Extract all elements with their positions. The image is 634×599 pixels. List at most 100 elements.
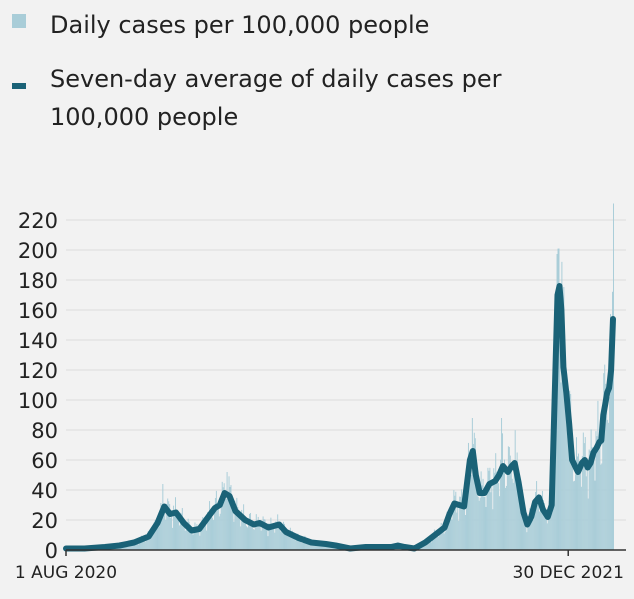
daily-case-bar <box>484 496 486 550</box>
daily-case-bar <box>605 383 607 550</box>
daily-case-bar <box>517 486 519 550</box>
daily-case-bar <box>607 419 609 550</box>
daily-case-bar <box>158 526 160 550</box>
daily-case-bar <box>582 432 584 550</box>
daily-case-bar <box>502 433 504 550</box>
daily-case-bar <box>255 514 257 550</box>
daily-case-bar <box>240 526 242 550</box>
daily-case-bar <box>148 537 150 550</box>
daily-case-bar <box>514 430 516 550</box>
daily-case-bar <box>431 534 433 550</box>
daily-case-bar <box>516 452 518 550</box>
daily-case-bar <box>281 531 283 550</box>
daily-case-bar <box>533 519 535 550</box>
daily-case-bar <box>490 492 492 550</box>
daily-case-bar <box>193 530 195 550</box>
daily-case-bar <box>588 449 590 550</box>
daily-case-bar <box>596 436 598 550</box>
daily-case-bar <box>531 515 533 550</box>
y-tick-label: 100 <box>18 389 58 413</box>
daily-case-bar <box>576 456 578 550</box>
daily-case-bar <box>271 524 273 550</box>
daily-case-bar <box>172 527 174 550</box>
daily-case-bar <box>511 478 513 550</box>
seven-day-average-line <box>63 283 616 552</box>
daily-case-bar <box>462 498 464 550</box>
daily-case-bar <box>581 456 583 550</box>
daily-case-bar <box>423 543 425 550</box>
daily-case-bar <box>217 502 219 550</box>
daily-case-bar <box>463 506 465 550</box>
daily-case-bar <box>576 437 577 550</box>
daily-case-bar <box>152 529 154 550</box>
daily-case-bar <box>294 540 296 550</box>
daily-case-bar <box>163 512 165 550</box>
daily-case-bar <box>198 529 200 550</box>
daily-case-bar <box>298 535 300 550</box>
y-tick-label: 160 <box>18 299 58 323</box>
daily-case-bar <box>506 469 508 550</box>
daily-case-bar <box>503 468 504 550</box>
y-tick-label: 40 <box>31 479 58 503</box>
daily-case-bar <box>204 523 206 550</box>
daily-case-bar <box>177 518 179 550</box>
daily-case-bar <box>610 314 612 550</box>
x-axis-ticks: 1 AUG 2020 30 DEC 2021 <box>15 550 624 583</box>
daily-case-bar <box>280 531 282 550</box>
daily-case-bar <box>542 499 544 550</box>
daily-case-bar <box>580 486 582 550</box>
daily-case-bar <box>175 497 176 550</box>
daily-case-bar <box>585 476 587 550</box>
daily-case-bar <box>216 504 218 550</box>
y-tick-label: 200 <box>18 239 58 263</box>
daily-case-bar <box>579 473 581 550</box>
daily-case-bar <box>593 459 595 550</box>
daily-case-bar <box>213 504 215 550</box>
daily-case-bar <box>233 521 235 550</box>
daily-case-bar <box>424 545 426 550</box>
daily-case-bar <box>600 464 602 550</box>
daily-case-bar <box>505 485 507 550</box>
daily-case-bar <box>447 513 449 550</box>
daily-case-bar <box>432 536 434 550</box>
daily-case-bar <box>145 535 147 550</box>
daily-case-bar <box>202 517 204 550</box>
daily-case-bar <box>265 529 267 550</box>
daily-case-bar <box>156 523 158 550</box>
daily-case-bar <box>456 512 458 550</box>
daily-case-bar <box>159 520 161 550</box>
daily-case-bar <box>229 486 231 550</box>
daily-case-bar <box>609 397 611 550</box>
daily-case-bar <box>225 498 227 550</box>
daily-case-bar <box>594 480 596 550</box>
daily-case-bar <box>562 328 564 550</box>
daily-case-bar <box>251 521 253 550</box>
daily-case-bar <box>487 467 489 550</box>
daily-case-bar <box>149 533 151 550</box>
daily-case-bar <box>470 474 472 550</box>
daily-case-bar <box>154 520 156 550</box>
daily-case-bar <box>541 490 543 550</box>
daily-case-bar <box>328 546 330 550</box>
daily-case-bar <box>290 533 292 550</box>
daily-case-bar <box>486 483 488 550</box>
daily-case-bar <box>166 503 168 550</box>
daily-case-bar <box>586 466 588 550</box>
daily-case-bar <box>492 509 494 550</box>
daily-case-bar <box>249 512 251 550</box>
daily-case-bar <box>182 521 184 550</box>
daily-case-bar <box>300 539 302 550</box>
daily-case-bar <box>279 522 281 550</box>
daily-case-bar <box>237 506 239 550</box>
daily-case-bar <box>285 531 287 550</box>
daily-case-bar <box>446 511 448 550</box>
daily-case-bar <box>498 483 500 550</box>
daily-case-bar <box>538 494 540 550</box>
daily-case-bar <box>187 518 189 550</box>
daily-case-bar <box>525 519 527 550</box>
daily-case-bar <box>138 544 139 550</box>
daily-case-bar <box>528 520 530 550</box>
daily-case-bar <box>540 505 542 550</box>
daily-case-bar <box>315 544 317 550</box>
daily-case-bar <box>283 521 285 550</box>
